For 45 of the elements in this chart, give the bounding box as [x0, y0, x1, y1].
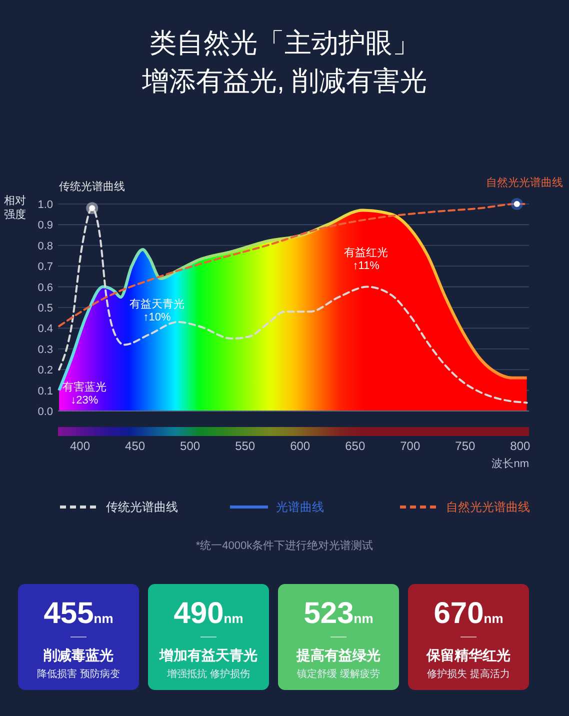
x-tick-label: 500	[180, 439, 200, 453]
legend-label: 传统光谱曲线	[106, 500, 178, 514]
text: 保留精华红光	[426, 647, 510, 663]
text: 455nm	[44, 597, 114, 630]
y-tick-label: 0.2	[38, 364, 53, 377]
y-axis-title: 相对强度	[4, 194, 26, 221]
text: 镇定舒缓 缓解疲劳	[296, 668, 380, 680]
y-tick-label: 0.1	[38, 385, 53, 398]
chart-subtitle: 增添有益光, 削减有害光	[140, 66, 428, 96]
annotation: 有益天青光 ↑10%	[130, 298, 185, 324]
text: 降低损害 预防病变	[37, 668, 120, 680]
x-tick-label: 800	[510, 439, 531, 453]
y-tick-label: 0.3	[38, 344, 53, 356]
x-tick-label: 750	[455, 439, 476, 453]
x-tick-label: 700	[400, 439, 420, 453]
annotation: 有害蓝光 ↓23%	[62, 380, 106, 406]
x-tick-label: 650	[345, 439, 366, 453]
text: 提高有益绿光	[296, 647, 380, 663]
text: 削减毒蓝光	[42, 647, 114, 663]
annotation: 传统光谱曲线	[59, 180, 126, 194]
text: 修护损失 提高活力	[427, 668, 510, 680]
text: 增强抵抗 修护损伤	[166, 668, 250, 680]
x-tick-label: 600	[290, 439, 310, 453]
y-tick-label: 0.0	[38, 406, 53, 418]
legend-label: 自然光光谱曲线	[446, 500, 530, 514]
text: 490nm	[174, 597, 244, 630]
chart-title: 类自然光「主动护眼」	[150, 28, 420, 58]
y-tick-label: 0.6	[38, 282, 53, 294]
y-tick-label: 1.0	[38, 199, 53, 211]
x-axis-title: 波长nm	[492, 457, 529, 470]
y-tick-label: 0.5	[38, 302, 53, 314]
y-tick-label: 0.7	[38, 261, 53, 274]
x-tick-label: 450	[125, 439, 146, 453]
text: 523nm	[304, 597, 374, 630]
annotation: 有益红光 ↑11%	[344, 246, 388, 272]
annotation: 自然光光谱曲线	[486, 176, 563, 189]
x-tick-label: 400	[70, 439, 90, 453]
text: 670nm	[434, 597, 504, 630]
y-tick-label: 0.4	[38, 323, 53, 336]
legend-label: 光谱曲线	[276, 500, 324, 514]
y-tick-label: 0.8	[38, 240, 53, 252]
text: 增加有益天青光	[158, 647, 258, 663]
text: *统一4000k条件下进行绝对光谱测试	[196, 539, 374, 552]
y-tick-label: 0.9	[38, 220, 53, 232]
x-tick-label: 550	[235, 439, 256, 453]
